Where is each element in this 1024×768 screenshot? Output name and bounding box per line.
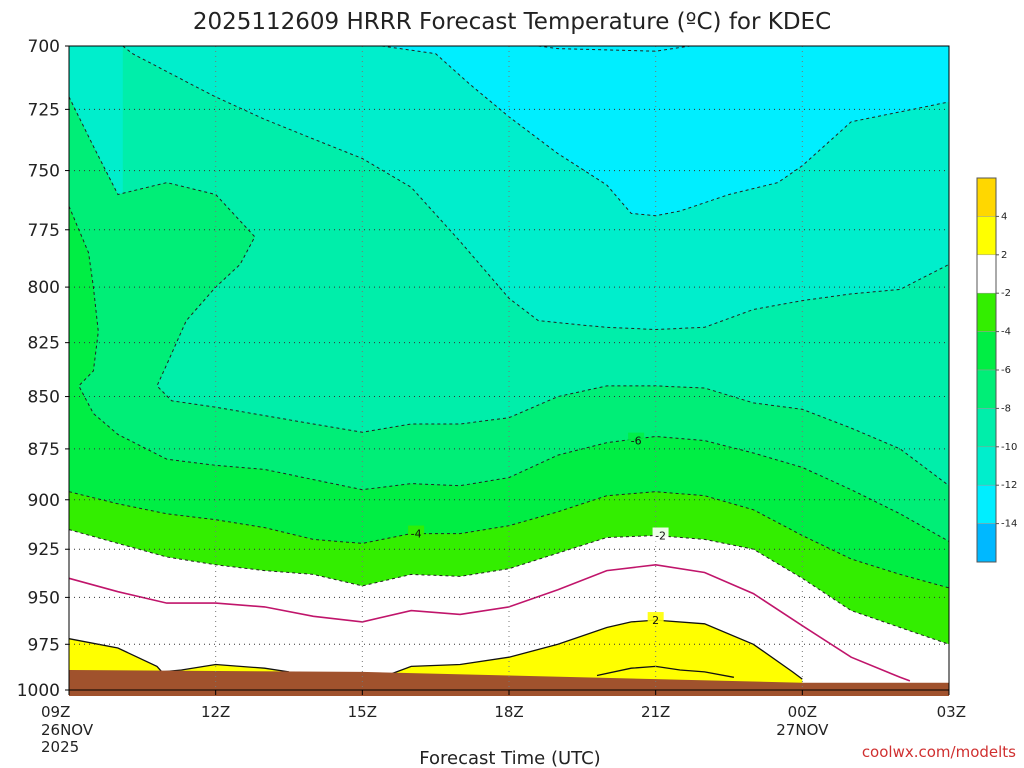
y-tick-label: 775 — [28, 221, 60, 241]
colorbar-label: -12 — [1001, 480, 1017, 491]
x-tick-label: 12Z — [201, 703, 230, 721]
x-tick-label: 18Z — [494, 703, 523, 721]
fill-region-cold — [381, 46, 949, 216]
colorbar-swatch — [976, 177, 997, 217]
y-tick-label: 975 — [28, 635, 60, 655]
colorbar-label: -10 — [1001, 442, 1017, 453]
colorbar-swatch — [976, 254, 997, 294]
y-tick-label: 800 — [28, 278, 60, 298]
colorbar-swatch — [976, 369, 997, 409]
y-axis: 700 725 750 775 800 825 850 875 900 925 950 975 1000 — [17, 37, 69, 701]
colorbar: 4 2 -2 -4 -6 -8 -10 -12 -14 — [976, 177, 1017, 563]
colorbar-swatch — [976, 446, 997, 486]
x-tick-label: 09Z — [41, 703, 70, 721]
contour-line--14 — [538, 45, 949, 52]
contour-line--12 — [381, 45, 950, 217]
colorbar-label: -2 — [1001, 288, 1011, 299]
x-tick-label: 03Z — [937, 703, 966, 721]
colorbar-swatch — [976, 408, 997, 448]
colorbar-label: 2 — [1001, 250, 1007, 261]
contour-line-4 — [596, 665, 735, 678]
y-tick-label: 825 — [28, 334, 60, 354]
colorbar-swatch — [976, 216, 997, 256]
x-tick-sublabel: 26NOV — [41, 721, 94, 739]
plot-area: -6 -4 -2 2 — [68, 45, 950, 696]
colorbar-label: -6 — [1001, 365, 1011, 376]
x-tick-label: 15Z — [348, 703, 377, 721]
y-tick-label: 1000 — [17, 681, 60, 701]
y-tick-label: 725 — [28, 100, 60, 120]
colorbar-label: -14 — [1001, 519, 1017, 530]
chart-title: 2025112609 HRRR Forecast Temperature (ºC… — [193, 9, 831, 35]
colorbar-swatch — [976, 292, 997, 332]
colorbar-label: 4 — [1001, 211, 1007, 222]
colorbar-swatch — [976, 523, 997, 563]
y-tick-label: 875 — [28, 440, 60, 460]
contour-label: 2 — [652, 614, 659, 627]
contour-line--6 — [68, 206, 950, 542]
colorbar-swatch — [976, 331, 997, 371]
colorbar-label: -8 — [1001, 403, 1011, 414]
fill-region-warm — [386, 620, 803, 690]
y-tick-label: 850 — [28, 388, 60, 408]
y-tick-label: 925 — [28, 540, 60, 560]
contour-line-2 — [386, 619, 803, 680]
contour-label-bg — [647, 612, 664, 627]
colorbar-label: -4 — [1001, 327, 1011, 338]
x-tick-label: 00Z — [788, 703, 817, 721]
contour-label-bg — [652, 527, 669, 542]
y-tick-label: 950 — [28, 588, 60, 608]
contour-line--4 — [68, 491, 950, 589]
contour-label: -2 — [655, 530, 666, 543]
y-tick-label: 900 — [28, 491, 60, 511]
y-tick-label: 700 — [28, 37, 60, 57]
contour-label-bg — [628, 432, 645, 447]
credit-text: coolwx.com/modelts — [862, 743, 1016, 761]
contour-label: -4 — [411, 528, 422, 541]
x-tick-sublabel: 2025 — [41, 738, 79, 756]
x-tick-sublabel: 27NOV — [776, 721, 829, 739]
contour-label-bg — [408, 525, 425, 540]
contour-label: -6 — [631, 435, 642, 448]
x-axis-label: Forecast Time (UTC) — [419, 748, 600, 768]
y-tick-label: 750 — [28, 162, 60, 182]
contour-line--10 — [122, 45, 950, 331]
contour-line--2 — [68, 529, 950, 645]
colorbar-swatch — [976, 484, 997, 524]
x-tick-label: 21Z — [641, 703, 670, 721]
